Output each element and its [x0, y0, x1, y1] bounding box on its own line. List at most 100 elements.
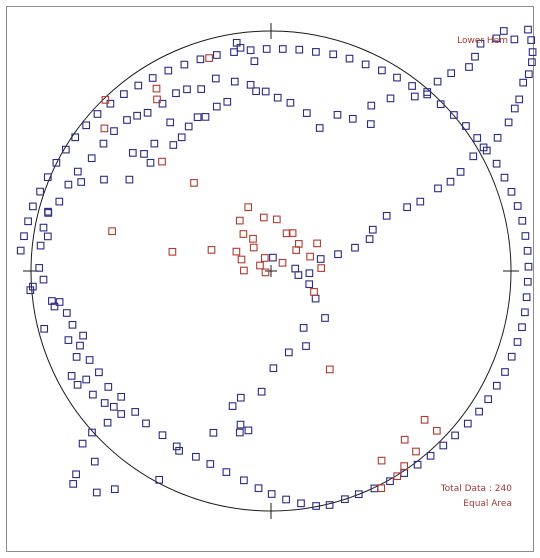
data-point-series-1 — [439, 441, 448, 450]
data-point-series-2 — [153, 95, 161, 104]
data-point-series-1 — [312, 502, 320, 510]
data-point-series-1 — [184, 122, 193, 131]
data-point-series-1 — [523, 277, 532, 286]
data-point-series-1 — [89, 390, 97, 399]
data-point-series-1 — [447, 69, 456, 78]
data-point-series-2 — [272, 215, 281, 224]
data-point-series-2 — [256, 261, 264, 270]
data-point-series-2 — [420, 415, 429, 424]
data-point-series-1 — [39, 275, 48, 284]
data-point-series-1 — [64, 336, 73, 344]
data-point-series-1 — [196, 55, 205, 64]
data-point-series-1 — [386, 94, 395, 103]
data-point-series-1 — [148, 74, 157, 82]
data-point-series-2 — [190, 179, 198, 187]
data-point-series-1 — [62, 309, 71, 317]
data-point-series-1 — [482, 146, 491, 155]
data-point-series-1 — [252, 87, 260, 96]
data-point-series-1 — [499, 27, 508, 35]
total-data-label: Total Data : 240 — [440, 484, 513, 494]
data-point-series-1 — [267, 490, 276, 498]
data-point-series-1 — [87, 154, 96, 163]
data-point-series-2 — [101, 96, 110, 104]
data-point-series-1 — [61, 145, 70, 154]
data-point-series-1 — [230, 77, 239, 86]
data-point-series-1 — [142, 419, 150, 428]
data-point-series-1 — [302, 342, 310, 350]
data-point-series-1 — [436, 100, 445, 109]
data-point-series-1 — [117, 392, 126, 401]
data-point-series-1 — [206, 460, 215, 468]
data-point-series-1 — [518, 216, 527, 225]
data-point-series-1 — [36, 241, 45, 250]
data-point-series-1 — [125, 175, 134, 184]
data-point-series-1 — [230, 48, 238, 56]
data-point-series-1 — [333, 110, 342, 119]
data-point-series-2 — [377, 484, 386, 493]
lower-hem-label: Lower Hem — [457, 36, 508, 46]
data-point-series-1 — [523, 246, 532, 255]
data-point-series-1 — [90, 457, 99, 466]
data-point-series-1 — [110, 485, 119, 494]
data-point-series-2 — [260, 254, 269, 262]
data-point-series-2 — [100, 124, 109, 133]
data-point-series-1 — [257, 387, 266, 396]
data-point-series-1 — [302, 109, 311, 117]
data-point-series-1 — [99, 139, 108, 148]
data-point-series-1 — [463, 419, 472, 428]
data-point-series-1 — [52, 158, 61, 167]
data-point-series-1 — [246, 80, 255, 89]
data-point-series-1 — [50, 302, 59, 311]
data-point-series-1 — [201, 113, 210, 121]
data-point-series-1 — [143, 108, 152, 117]
data-point-series-1 — [197, 85, 206, 93]
data-point-series-1 — [39, 223, 48, 232]
data-point-series-1 — [180, 60, 189, 69]
data-point-series-1 — [522, 293, 531, 302]
data-point-series-1 — [169, 141, 178, 149]
data-point-series-1 — [462, 122, 470, 130]
data-point-series-1 — [368, 225, 377, 234]
data-point-series-1 — [209, 428, 218, 437]
data-point-series-1 — [131, 408, 140, 416]
data-point-series-2 — [313, 239, 321, 248]
data-point-series-1 — [158, 99, 167, 108]
data-point-series-1 — [500, 173, 509, 182]
data-point-series-1 — [378, 66, 386, 75]
data-point-series-1 — [510, 104, 519, 113]
data-point-series-1 — [410, 92, 419, 101]
data-point-series-1 — [528, 48, 537, 56]
data-point-series-1 — [524, 70, 533, 79]
data-point-series-1 — [16, 246, 25, 255]
data-point-series-2 — [400, 435, 409, 444]
data-point-series-1 — [158, 431, 167, 440]
data-point-series-1 — [524, 25, 532, 34]
data-point-series-1 — [507, 352, 516, 361]
data-point-series-2 — [294, 240, 303, 248]
data-point-series-2 — [306, 252, 314, 261]
data-point-series-1 — [426, 451, 435, 460]
data-point-series-1 — [513, 202, 522, 210]
data-point-series-1 — [325, 501, 334, 509]
data-point-series-1 — [492, 159, 501, 168]
data-point-series-1 — [244, 426, 253, 435]
data-point-series-1 — [312, 48, 320, 56]
data-point-series-1 — [501, 368, 509, 376]
data-point-series-1 — [351, 243, 359, 252]
data-point-series-2 — [261, 268, 270, 277]
data-point-series-1 — [246, 46, 255, 55]
data-point-series-2 — [317, 264, 326, 272]
data-point-series-1 — [475, 407, 483, 416]
data-point-series-1 — [321, 314, 329, 322]
data-point-series-1 — [286, 98, 295, 107]
data-point-series-1 — [492, 34, 501, 43]
data-point-series-1 — [278, 45, 287, 53]
data-point-series-1 — [36, 187, 44, 196]
data-point-series-1 — [236, 43, 245, 52]
data-point-series-1 — [493, 133, 502, 142]
data-point-series-2 — [108, 227, 116, 236]
data-point-series-1 — [316, 255, 325, 263]
data-point-series-1 — [476, 39, 485, 48]
data-point-series-1 — [76, 341, 84, 350]
data-point-series-1 — [294, 271, 303, 279]
